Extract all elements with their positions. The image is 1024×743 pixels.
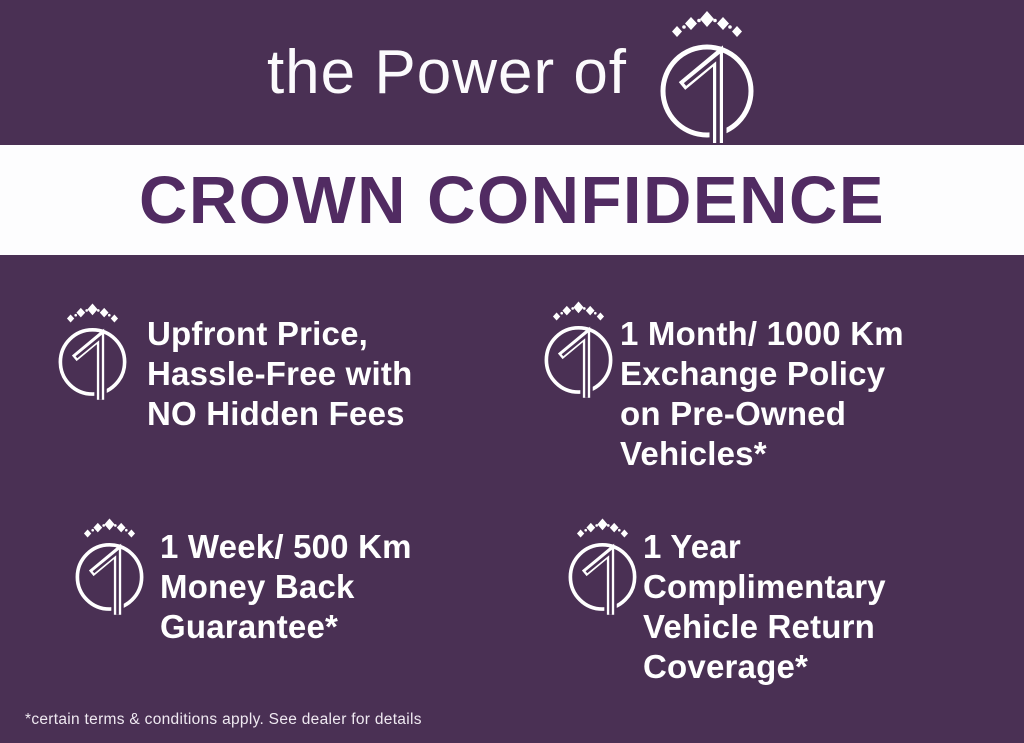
benefit-line: Hassle-Free with	[147, 355, 413, 392]
benefit-line: on Pre-Owned	[620, 395, 847, 432]
header: the Power of	[0, 0, 1024, 145]
crown-one-icon	[56, 302, 129, 400]
benefit-line: 1 Year	[643, 528, 741, 565]
benefit-line: Exchange Policy	[620, 355, 886, 392]
benefit-text: 1 Year Complimentary Vehicle Return Cove…	[643, 527, 886, 687]
benefit-line: 1 Week/ 500 Km	[160, 528, 412, 565]
benefit-upfront-price: Upfront Price, Hassle-Free with NO Hidde…	[56, 302, 412, 434]
crown-one-icon	[542, 300, 615, 398]
benefit-money-back: 1 Week/ 500 Km Money Back Guarantee*	[73, 517, 412, 647]
benefit-line: Coverage*	[643, 648, 809, 685]
benefit-text: 1 Month/ 1000 Km Exchange Policy on Pre-…	[620, 314, 904, 474]
crown-one-icon	[566, 517, 639, 615]
header-title: the Power of	[266, 38, 628, 107]
benefit-line: Upfront Price,	[147, 315, 368, 352]
banner: CROWN CONFIDENCE	[0, 145, 1024, 255]
crown-one-icon	[73, 517, 146, 615]
benefit-line: 1 Month/ 1000 Km	[620, 315, 904, 352]
benefit-line: Vehicle Return	[643, 608, 876, 645]
footer-disclaimer: *certain terms & conditions apply. See d…	[25, 711, 422, 728]
benefit-text: 1 Week/ 500 Km Money Back Guarantee*	[160, 527, 412, 647]
benefit-text: Upfront Price, Hassle-Free with NO Hidde…	[147, 314, 412, 434]
benefit-line: Money Back	[160, 568, 355, 605]
benefit-line: Vehicles*	[620, 435, 767, 472]
benefit-vehicle-return: 1 Year Complimentary Vehicle Return Cove…	[566, 517, 886, 687]
benefit-line: Complimentary	[643, 568, 886, 605]
benefit-line: NO Hidden Fees	[147, 395, 405, 432]
crown-one-logo-icon	[657, 9, 757, 143]
banner-title: CROWN CONFIDENCE	[138, 162, 886, 238]
benefit-line: Guarantee*	[160, 608, 339, 645]
benefit-exchange-policy: 1 Month/ 1000 Km Exchange Policy on Pre-…	[542, 300, 904, 474]
